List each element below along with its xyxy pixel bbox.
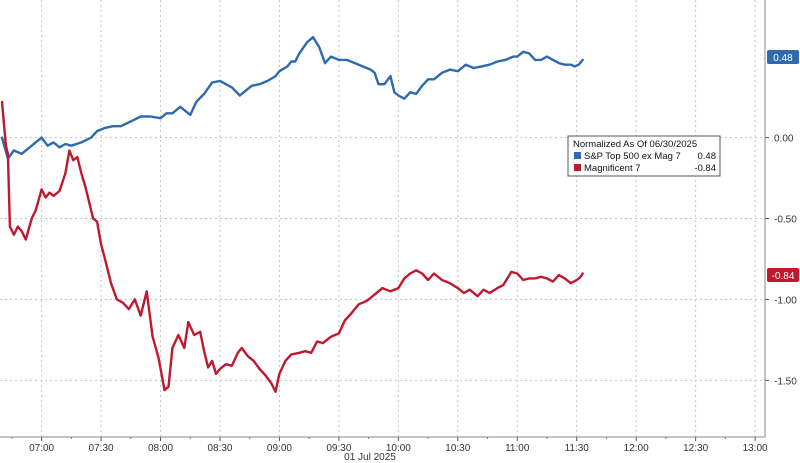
legend-swatch-sp500-ex-mag7 <box>574 152 581 159</box>
x-tick-label: 09:30 <box>326 443 351 454</box>
legend-value-sp500-ex-mag7: 0.48 <box>698 151 717 162</box>
y-axis: 0.00 -0.50 -1.00 -1.50 <box>764 0 797 437</box>
x-axis: 07:00 07:30 08:00 08:30 09:00 09:30 10:00 10:30… <box>0 436 768 454</box>
y-tick-label: -1.00 <box>774 295 797 306</box>
x-tick-label: 10:30 <box>445 443 470 454</box>
legend-label-sp500-ex-mag7: S&P Top 500 ex Mag 7 <box>584 151 681 162</box>
series-line-mag7 <box>0 100 584 393</box>
x-tick-label: 10:00 <box>386 443 411 454</box>
y-tick-label: 0.00 <box>774 134 794 145</box>
last-value-label-sp500-ex-mag7: 0.48 <box>773 53 793 64</box>
legend-label-mag7: Magnificent 7 <box>584 163 641 174</box>
x-tick-label: 07:30 <box>89 443 114 454</box>
x-tick-label: 08:30 <box>207 443 232 454</box>
legend-swatch-mag7 <box>574 164 581 171</box>
last-value-label-mag7: -0.84 <box>772 271 795 282</box>
x-tick-label: 08:00 <box>148 443 173 454</box>
series-line-sp500-ex-mag7 <box>0 36 584 160</box>
y-tick-label: -0.50 <box>774 215 797 226</box>
last-value-badge-mag7: -0.84 <box>767 268 799 282</box>
legend-value-mag7: -0.84 <box>694 163 716 174</box>
x-tick-label: 11:30 <box>565 443 590 454</box>
y-tick-label: -1.50 <box>774 376 797 387</box>
legend-title: Normalized As Of 06/30/2025 <box>573 139 697 150</box>
x-tick-label: 12:00 <box>624 443 649 454</box>
x-tick-label: 09:00 <box>267 443 292 454</box>
x-tick-label: 12:30 <box>683 443 708 454</box>
series-layer <box>0 36 584 393</box>
legend: Normalized As Of 06/30/2025 S&P Top 500 … <box>567 135 721 177</box>
last-value-badge-sp500-ex-mag7: 0.48 <box>767 50 799 64</box>
x-axis-date-label: 01 Jul 2025 <box>344 452 396 463</box>
x-tick-label: 07:00 <box>29 443 54 454</box>
grid <box>0 0 765 437</box>
x-tick-label: 13:00 <box>743 443 768 454</box>
x-tick-label: 11:00 <box>505 443 530 454</box>
